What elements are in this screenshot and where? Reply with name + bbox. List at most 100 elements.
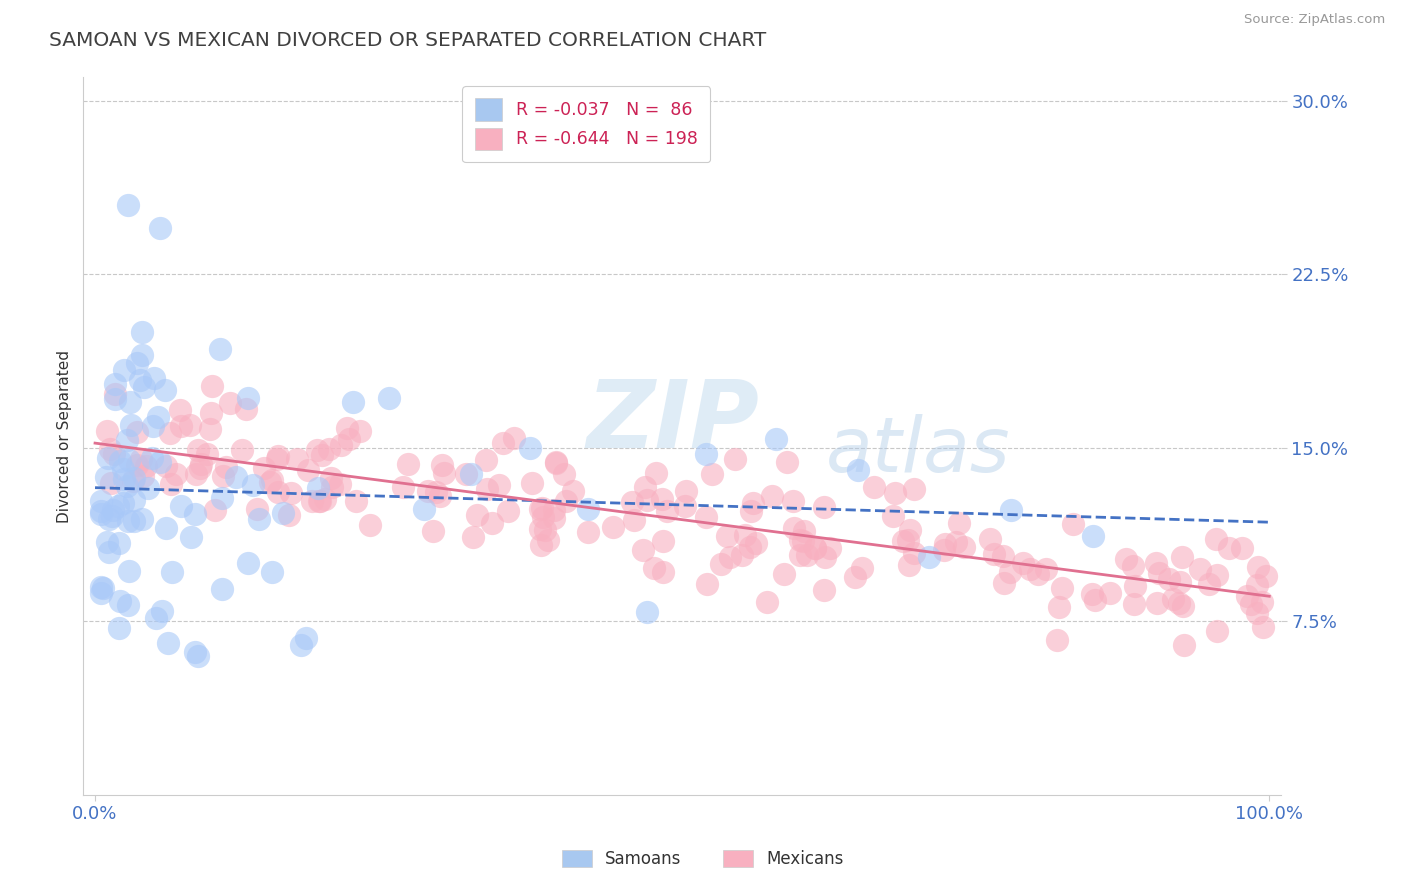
Point [336, 421, 359, 435]
Point [100, 475, 122, 490]
Point [344, 493, 367, 508]
Point [934, 536, 956, 550]
Point [184, 644, 207, 658]
Point [1081, 529, 1104, 543]
Point [1205, 568, 1227, 582]
Point [1081, 587, 1104, 601]
Point [132, 380, 155, 394]
Point [756, 594, 779, 608]
Point [554, 494, 576, 508]
Point [897, 533, 920, 548]
Point [492, 435, 515, 450]
Point [422, 524, 444, 539]
Text: Source: ZipAtlas.com: Source: ZipAtlas.com [1244, 13, 1385, 27]
Point [623, 513, 645, 527]
Point [169, 403, 191, 417]
Point [307, 481, 329, 495]
Point [108, 621, 131, 635]
Point [1205, 532, 1227, 546]
Point [115, 433, 138, 447]
Point [112, 462, 135, 476]
Point [285, 452, 308, 467]
Point [773, 566, 796, 581]
Point [651, 492, 673, 507]
Point [882, 509, 904, 524]
Point [1251, 594, 1274, 608]
Point [745, 536, 768, 550]
Point [700, 467, 723, 481]
Point [1218, 541, 1240, 555]
Point [187, 649, 209, 664]
Point [993, 549, 1015, 563]
Point [271, 506, 294, 520]
Point [209, 342, 232, 356]
Point [131, 512, 153, 526]
Point [1099, 585, 1122, 599]
Legend: R = -0.037   N =  86, R = -0.644   N = 198: R = -0.037 N = 86, R = -0.644 N = 198 [463, 87, 710, 162]
Point [993, 576, 1015, 591]
Point [1246, 606, 1268, 620]
Point [432, 466, 454, 480]
Point [412, 502, 434, 516]
Point [204, 503, 226, 517]
Point [734, 527, 756, 541]
Point [337, 432, 360, 446]
Point [983, 547, 1005, 561]
Point [179, 417, 201, 432]
Point [125, 425, 148, 439]
Point [636, 493, 658, 508]
Point [1000, 503, 1022, 517]
Point [98, 442, 121, 457]
Point [903, 482, 925, 496]
Point [1146, 596, 1168, 610]
Point [891, 534, 914, 549]
Point [321, 480, 343, 494]
Point [98, 545, 121, 559]
Point [1230, 541, 1253, 555]
Point [884, 486, 907, 500]
Point [897, 558, 920, 572]
Point [1171, 599, 1194, 613]
Point [696, 577, 718, 591]
Point [131, 469, 153, 483]
Point [948, 516, 970, 530]
Text: atlas: atlas [825, 414, 1011, 488]
Point [155, 459, 177, 474]
Point [329, 438, 352, 452]
Point [783, 521, 806, 535]
Point [531, 501, 554, 516]
Point [101, 503, 124, 517]
Point [392, 480, 415, 494]
Point [844, 570, 866, 584]
Point [118, 564, 141, 578]
Point [131, 348, 153, 362]
Point [120, 417, 142, 432]
Point [1050, 581, 1073, 595]
Point [94, 469, 117, 483]
Point [260, 473, 283, 487]
Legend: Samoans, Mexicans: Samoans, Mexicans [555, 843, 851, 875]
Point [932, 542, 955, 557]
Point [308, 494, 330, 508]
Point [183, 507, 205, 521]
Point [122, 471, 145, 485]
Point [488, 478, 510, 492]
Point [813, 500, 835, 514]
Point [318, 442, 340, 457]
Point [531, 510, 554, 524]
Point [796, 548, 818, 562]
Point [155, 521, 177, 535]
Point [259, 475, 281, 489]
Point [91, 581, 114, 595]
Point [295, 631, 318, 645]
Point [1161, 591, 1184, 606]
Point [529, 522, 551, 536]
Point [793, 524, 815, 539]
Point [918, 550, 941, 565]
Point [90, 504, 112, 518]
Point [186, 443, 208, 458]
Point [131, 325, 153, 339]
Point [1198, 577, 1220, 591]
Point [1122, 559, 1144, 574]
Point [262, 565, 284, 579]
